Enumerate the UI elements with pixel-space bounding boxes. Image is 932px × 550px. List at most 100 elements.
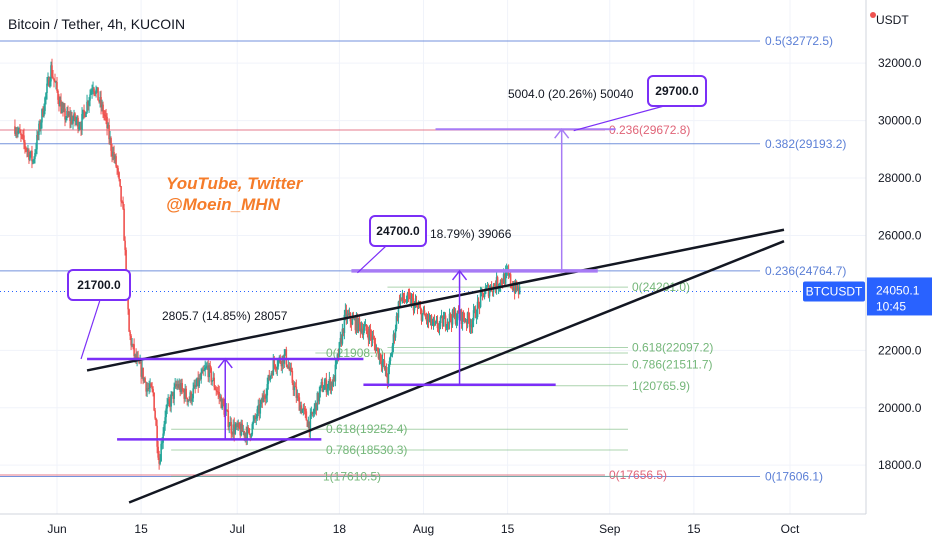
candle-body bbox=[114, 156, 116, 159]
candle-body bbox=[174, 384, 176, 388]
candle-body bbox=[316, 392, 319, 411]
candle-body bbox=[29, 154, 31, 160]
candle-body bbox=[261, 398, 264, 403]
candle-body bbox=[233, 424, 236, 434]
candle-body bbox=[268, 375, 271, 381]
candle-body bbox=[24, 142, 26, 148]
candle-body bbox=[453, 312, 456, 317]
candle-body bbox=[203, 369, 206, 372]
candle-body bbox=[376, 347, 379, 349]
candle-body bbox=[163, 424, 165, 434]
candle-body bbox=[132, 344, 134, 346]
candle-body bbox=[60, 100, 62, 114]
candle-body bbox=[23, 135, 25, 143]
candle-body bbox=[53, 78, 55, 81]
candle-body bbox=[359, 323, 362, 332]
candle-body bbox=[248, 428, 251, 435]
candle-body bbox=[197, 377, 199, 387]
candle-body bbox=[167, 399, 169, 404]
candle-body bbox=[281, 355, 284, 367]
candle-body bbox=[425, 316, 428, 321]
candle-body bbox=[472, 310, 475, 321]
candle-body bbox=[374, 343, 377, 352]
candle-body bbox=[200, 373, 202, 380]
candle-body bbox=[152, 389, 154, 393]
candle-body bbox=[285, 349, 288, 365]
candle-body bbox=[124, 240, 126, 250]
candle-body bbox=[493, 284, 496, 287]
candle-body bbox=[512, 287, 515, 290]
annotation-line-2: @Moein_MHN bbox=[166, 195, 281, 214]
candle-body bbox=[475, 316, 478, 318]
fib-level-label: 0.236(24764.7) bbox=[765, 264, 846, 278]
candle-body bbox=[427, 315, 430, 322]
fib-level-label: 0(17656.5) bbox=[609, 468, 667, 482]
candle-body bbox=[366, 330, 369, 334]
candle-body bbox=[93, 88, 95, 92]
candle-body bbox=[177, 384, 179, 388]
candle-body bbox=[473, 308, 476, 311]
measure-label: 18.79%) 39066 bbox=[430, 227, 512, 241]
candle-body bbox=[452, 310, 455, 317]
candle-body bbox=[387, 366, 390, 384]
price-tick-label: 26000.0 bbox=[878, 228, 922, 242]
candle-body bbox=[181, 383, 183, 390]
candle-body bbox=[471, 320, 474, 328]
candle-body bbox=[66, 110, 68, 118]
candle-body bbox=[340, 338, 343, 344]
candle-body bbox=[207, 365, 210, 378]
trendline-upper-wedge bbox=[86, 228, 785, 372]
candle-body bbox=[260, 398, 263, 405]
candle-body bbox=[236, 423, 239, 427]
candle-body bbox=[95, 89, 97, 94]
candle-body bbox=[361, 328, 364, 335]
candle-body bbox=[57, 90, 59, 100]
candle-body bbox=[445, 326, 448, 328]
candle-body bbox=[213, 377, 216, 388]
candle-body bbox=[511, 286, 514, 290]
candle-body bbox=[294, 386, 297, 388]
candle-body bbox=[419, 307, 422, 310]
candle-body bbox=[370, 334, 373, 341]
candle-body bbox=[264, 397, 267, 399]
candle-body bbox=[406, 293, 409, 302]
candle-body bbox=[179, 384, 181, 393]
candle-body bbox=[50, 65, 52, 82]
candle-body bbox=[482, 293, 485, 298]
candle-body bbox=[21, 135, 23, 137]
candle-body bbox=[130, 335, 132, 346]
candle-body bbox=[360, 328, 363, 332]
candle-body bbox=[47, 78, 49, 84]
candle-body bbox=[107, 124, 109, 129]
candle-body bbox=[39, 123, 41, 129]
candle-body bbox=[336, 354, 339, 361]
candle-body bbox=[390, 354, 393, 357]
candle-body bbox=[518, 286, 521, 295]
callout-box bbox=[67, 269, 131, 301]
callout-pointer bbox=[573, 105, 665, 132]
candle-body bbox=[140, 361, 142, 377]
candle-body bbox=[444, 315, 447, 328]
candle-body bbox=[323, 385, 326, 390]
candle-body bbox=[148, 387, 150, 389]
candle-body bbox=[28, 150, 30, 160]
candle-body bbox=[311, 412, 314, 414]
candle-body bbox=[242, 431, 245, 433]
candle-body bbox=[289, 367, 292, 371]
candle-body bbox=[238, 422, 241, 429]
candle-body bbox=[372, 336, 375, 339]
candle-body bbox=[164, 417, 166, 425]
candle-body bbox=[272, 360, 275, 376]
candle-body bbox=[367, 333, 370, 340]
candle-body bbox=[222, 399, 225, 405]
time-tick-label: 15 bbox=[501, 522, 515, 536]
candle-body bbox=[290, 367, 293, 372]
candle-body bbox=[43, 110, 45, 117]
candle-body bbox=[379, 353, 382, 362]
candle-body bbox=[495, 277, 498, 290]
candle-body bbox=[502, 274, 505, 284]
candle-body bbox=[328, 379, 331, 385]
candle-body bbox=[438, 323, 441, 329]
candle-body bbox=[432, 319, 435, 324]
